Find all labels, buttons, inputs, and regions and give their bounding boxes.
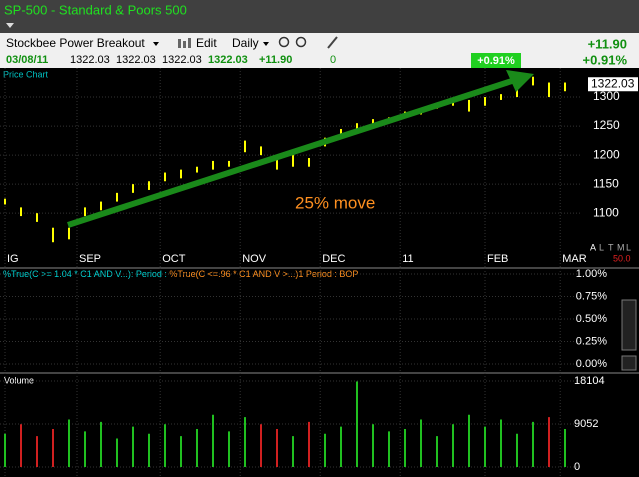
study-select[interactable]: Stockbee Power Breakout	[6, 36, 145, 50]
edit-icon[interactable]	[188, 38, 191, 48]
quote-low: 1322.03	[162, 54, 202, 66]
last-price-label: 1322.03	[591, 76, 635, 90]
period-select[interactable]: Daily	[232, 36, 259, 50]
chart-layer: Price Chart 1100 1150 1200 1250 1300 IG SEP OCT N…	[0, 68, 638, 477]
menu-arrow[interactable]	[6, 23, 14, 28]
zoom-out[interactable]	[295, 36, 307, 48]
y-tick-label: 1100	[593, 205, 619, 219]
change-pct: +0.91%	[583, 52, 628, 67]
panel-title: Volume	[4, 375, 34, 385]
draw-tool[interactable]	[327, 36, 338, 49]
quote-close: 1322.03	[208, 54, 248, 66]
dropdown-arrow[interactable]	[263, 42, 269, 46]
scroll-button[interactable]	[621, 355, 637, 371]
dropdown-arrow[interactable]	[153, 42, 159, 46]
x-tick-label: OCT	[162, 253, 186, 265]
side-label: L	[599, 242, 604, 252]
y-tick-label: 0.50%	[576, 313, 607, 325]
quote-volume: 0	[330, 54, 336, 66]
scrollbar[interactable]	[621, 299, 637, 351]
x-tick-label: DEC	[322, 253, 345, 265]
quote-open: 1322.03	[70, 54, 110, 66]
edit-icon[interactable]	[178, 39, 181, 48]
indicator-title-part: %True(C >= 1.04 * C1 AND V...): Period :	[3, 269, 169, 279]
y-tick-label: 1200	[593, 147, 620, 161]
indicator-title-part: %True(C <=.96 * C1 AND V >...)1 Period :	[169, 269, 339, 279]
y-tick-label: 18104	[574, 375, 605, 387]
y-tick-label: 0	[574, 461, 580, 473]
pct-badge-label: +0.91%	[477, 55, 515, 67]
zoom-in[interactable]	[278, 36, 290, 48]
last-price-box	[588, 77, 638, 92]
y-tick-label: 9052	[574, 418, 598, 430]
panel-title: Price Chart	[3, 69, 49, 79]
side-label: T	[608, 242, 614, 252]
side-label: L	[626, 242, 631, 252]
quote-date: 03/08/11	[6, 54, 48, 66]
y-tick-label: 1250	[593, 118, 620, 132]
side-label: M	[617, 242, 625, 252]
side-label: A	[590, 242, 596, 252]
y-tick-label: 1.00%	[576, 268, 607, 280]
title-bar	[0, 0, 639, 33]
pct-badge	[471, 53, 521, 68]
move-annotation: 25% move	[295, 193, 375, 212]
x-tick-label: SEP	[79, 253, 101, 265]
change: +11.90	[588, 36, 627, 51]
toolbar	[0, 33, 639, 68]
y-tick-label: 1300	[593, 89, 620, 103]
x-tick-label: IG	[7, 253, 19, 265]
y-tick-label: 0.00%	[576, 358, 607, 370]
quote-change: +11.90	[259, 54, 292, 66]
edit-button[interactable]: Edit	[196, 36, 217, 50]
x-tick-label: FEB	[487, 253, 508, 265]
x-tick-label: MAR	[562, 253, 587, 265]
x-tick-label: NOV	[242, 253, 267, 265]
edit-icon[interactable]	[183, 41, 186, 48]
quote-high: 1322.03	[116, 54, 156, 66]
y-tick-label: 1150	[593, 176, 619, 190]
x-tick-label: 11	[402, 253, 413, 265]
side-value: 50.0	[613, 253, 631, 263]
y-tick-label: 0.75%	[576, 290, 607, 302]
y-tick-label: 0.25%	[576, 335, 607, 347]
trend-arrow	[67, 77, 516, 228]
trend-arrow-head	[506, 70, 534, 92]
symbol-title: SP-500 - Standard & Poors 500	[4, 2, 187, 17]
